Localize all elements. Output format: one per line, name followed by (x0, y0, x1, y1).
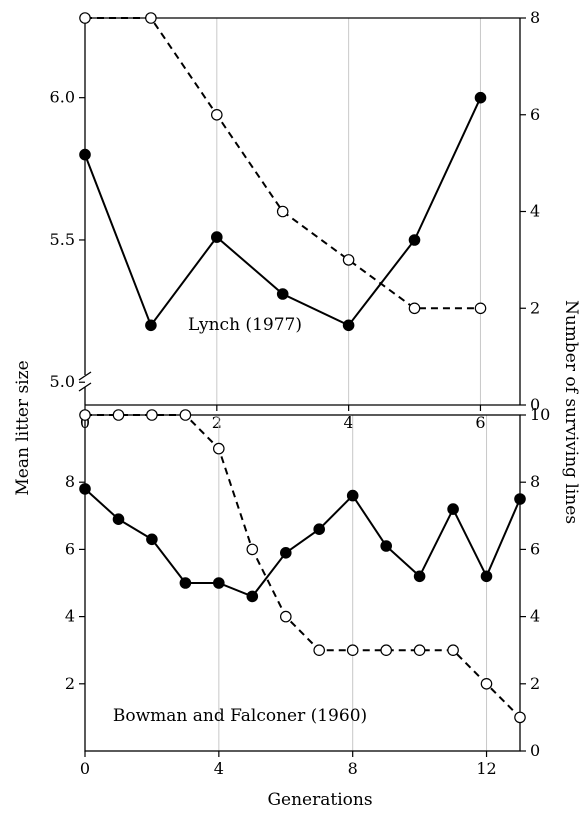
surviving-lines-point (447, 644, 459, 656)
litter-size-point (79, 483, 91, 495)
litter-size-point (342, 319, 355, 332)
surviving-lines-series-line (85, 414, 521, 719)
panel-annotation: Bowman and Falconer (1960) (113, 706, 367, 726)
surviving-lines-series-line (85, 17, 481, 310)
litter-size-point (276, 288, 289, 300)
litter-size-point (313, 523, 325, 535)
right-y-tick-label: 8 (530, 8, 540, 27)
surviving-lines-point (380, 644, 392, 656)
left-y-tick-label: 6 (65, 539, 75, 558)
right-y-tick-label: 6 (530, 539, 540, 558)
left-y-tick-label: 6.0 (50, 88, 75, 107)
x-tick-label: 4 (214, 759, 224, 778)
right-y-tick-label: 4 (530, 202, 540, 221)
surviving-lines-point (474, 302, 487, 315)
surviving-lines-point (213, 442, 225, 455)
x-tick-label: 4 (344, 413, 354, 432)
x-tick-label: 12 (476, 759, 496, 778)
left-y-tick-label: 2 (65, 674, 75, 693)
axis-break-mark (78, 371, 92, 381)
surviving-lines-point (342, 254, 355, 266)
litter-size-point (474, 91, 487, 104)
litter-size-point (213, 577, 225, 589)
right-y-tick-label: 0 (530, 741, 540, 760)
litter-size-point (246, 590, 259, 603)
right-y-tick-label: 10 (530, 405, 550, 424)
litter-size-point (211, 231, 223, 243)
surviving-lines-point (145, 12, 157, 24)
litter-size-point (380, 540, 392, 552)
litter-size-point (413, 570, 426, 583)
surviving-lines-point (408, 302, 421, 315)
surviving-lines-point (146, 409, 158, 421)
surviving-lines-point (79, 12, 91, 24)
x-tick-label: 0 (80, 759, 90, 778)
litter-size-point (480, 570, 493, 583)
left-y-tick-label: 4 (65, 607, 75, 626)
surviving-lines-point (514, 711, 526, 724)
surviving-lines-point (179, 409, 192, 421)
axis-break-mark (78, 382, 92, 392)
right-y-axis-title: Number of surviving lines (561, 300, 581, 524)
surviving-lines-point (480, 677, 493, 690)
left-y-axis-title: Mean litter size (13, 360, 33, 495)
left-y-tick-label: 5.5 (50, 230, 75, 249)
panel-annotation: Lynch (1977) (188, 315, 302, 335)
x-tick-label: 8 (348, 759, 358, 778)
surviving-lines-point (79, 409, 91, 421)
x-axis-title: Generations (267, 790, 372, 810)
litter-size-point (145, 319, 157, 332)
surviving-lines-point (246, 543, 259, 556)
right-y-tick-label: 8 (530, 472, 540, 491)
right-y-tick-label: 6 (530, 105, 540, 124)
litter-size-point (447, 503, 459, 515)
surviving-lines-point (346, 644, 359, 656)
right-y-tick-label: 2 (530, 674, 540, 693)
litter-size-point (514, 493, 526, 505)
surviving-lines-point (313, 644, 325, 656)
surviving-lines-point (413, 644, 426, 656)
surviving-lines-point (276, 205, 289, 218)
x-tick-label: 6 (475, 413, 485, 432)
x-tick-label: 2 (212, 413, 222, 432)
right-y-tick-label: 0 (530, 395, 540, 414)
bowman-falconer-panel: 0 4 8 12 2 4 6 8 0 2 4 6 8 10 Bowman and Falconer (196… (65, 405, 551, 778)
left-y-tick-label: 5.0 (50, 372, 75, 391)
right-y-tick-label: 4 (530, 607, 540, 626)
surviving-lines-point (211, 109, 223, 121)
plot-frame (84, 414, 521, 752)
litter-size-point (146, 533, 158, 546)
litter-size-point (112, 513, 125, 525)
litter-size-point (79, 148, 91, 161)
surviving-lines-point (279, 610, 292, 623)
litter-size-point (408, 234, 421, 246)
left-y-tick-label: 8 (65, 472, 75, 491)
litter-size-series-line (84, 488, 521, 598)
right-y-tick-label: 2 (530, 298, 540, 317)
litter-size-point (279, 546, 292, 559)
litter-size-point (179, 577, 192, 589)
litter-size-point (346, 489, 359, 502)
surviving-lines-point (112, 409, 125, 421)
